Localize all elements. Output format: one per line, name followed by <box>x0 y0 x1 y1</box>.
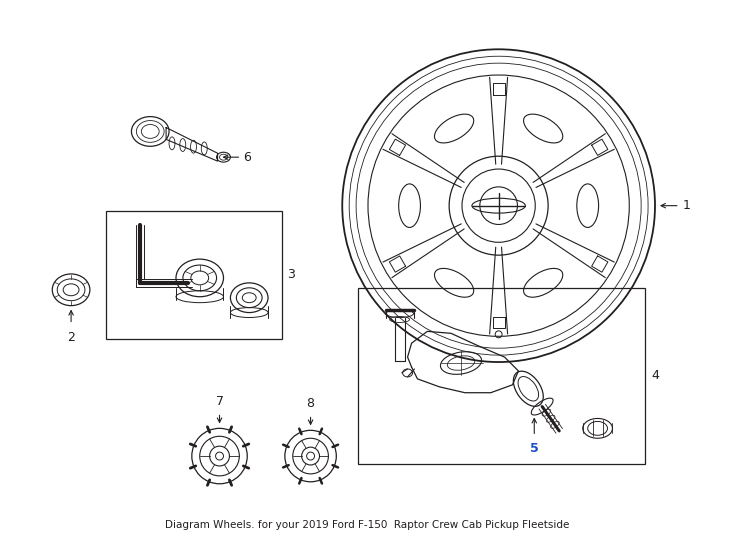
Text: 1: 1 <box>683 199 691 212</box>
Text: 6: 6 <box>243 151 251 164</box>
Text: Diagram Wheels. for your 2019 Ford F-150  Raptor Crew Cab Pickup Fleetside: Diagram Wheels. for your 2019 Ford F-150… <box>165 521 569 530</box>
Text: 5: 5 <box>530 442 539 455</box>
Text: 3: 3 <box>287 268 295 281</box>
Text: 2: 2 <box>67 332 75 345</box>
Text: 8: 8 <box>307 396 315 409</box>
Bar <box>358 288 645 464</box>
Bar <box>106 211 282 339</box>
Text: 7: 7 <box>216 395 224 408</box>
Text: 4: 4 <box>651 369 659 382</box>
